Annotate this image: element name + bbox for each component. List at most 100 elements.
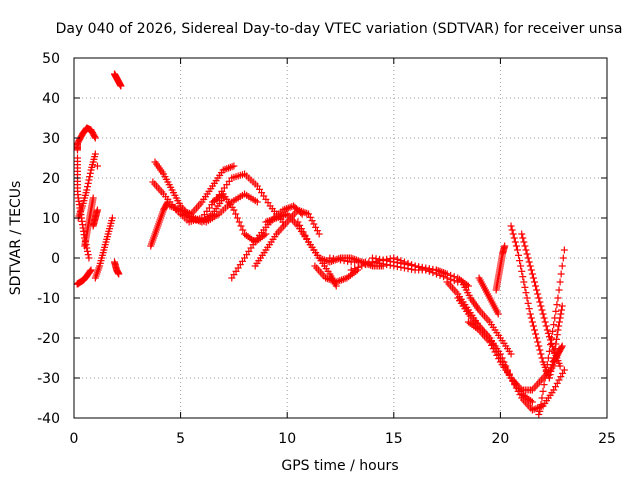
data-point (464, 282, 472, 290)
data-point (537, 350, 545, 358)
plot-frame (73, 57, 608, 419)
data-point (507, 222, 515, 230)
data-point (550, 321, 558, 329)
data-point (91, 150, 99, 158)
data-point (529, 274, 537, 282)
data-point (230, 206, 238, 214)
data-point (418, 265, 426, 273)
data-point (536, 298, 544, 306)
data-point (376, 255, 384, 263)
data-point (340, 257, 348, 265)
y-tick-label: 0 (51, 251, 60, 267)
data-point (520, 238, 528, 246)
data-point (411, 262, 419, 270)
data-point (544, 329, 552, 337)
data-point (525, 305, 533, 313)
data-point (86, 267, 94, 275)
y-tick-label: 10 (42, 211, 60, 227)
data-point (528, 318, 536, 326)
data-point (525, 258, 533, 266)
data-point (552, 307, 560, 315)
data-point (534, 338, 542, 346)
x-tick-labels: 0 5 10 15 20 25 (70, 431, 616, 447)
data-point (85, 176, 93, 184)
data-point (547, 341, 555, 349)
data-point (556, 362, 564, 370)
data-point (517, 262, 525, 270)
data-point (508, 226, 516, 234)
data-point (310, 220, 318, 228)
data-point (422, 266, 430, 274)
data-point (533, 334, 541, 342)
data-point (519, 234, 527, 242)
data-point (312, 223, 320, 231)
data-point (84, 251, 92, 259)
data-point (520, 278, 528, 286)
data-point (344, 257, 352, 265)
data-point (518, 267, 526, 275)
data-point (556, 278, 564, 286)
data-point (553, 301, 561, 309)
data-point (557, 270, 565, 278)
data-point (115, 270, 123, 278)
data-point (555, 376, 563, 384)
data-point (533, 286, 541, 294)
data-point (549, 327, 557, 335)
axis-ticks (73, 57, 608, 419)
data-point (117, 82, 125, 90)
data-point (329, 255, 337, 263)
data-point (521, 242, 529, 250)
data-point (84, 179, 92, 187)
data-point (547, 367, 555, 375)
data-point (529, 322, 537, 330)
data-point (548, 334, 556, 342)
data-point (230, 162, 238, 170)
data-point (333, 255, 341, 263)
x-axis-label: GPS time / hours (281, 458, 398, 474)
data-point (553, 331, 561, 339)
data-point (296, 221, 304, 229)
data-point (306, 213, 314, 221)
data-point (532, 282, 540, 290)
data-point (524, 299, 532, 307)
y-tick-label: 40 (42, 91, 60, 107)
data-point (558, 262, 566, 270)
data-point (440, 273, 448, 281)
data-point (559, 369, 567, 377)
data-point (539, 387, 547, 395)
data-point (538, 354, 546, 362)
data-point (521, 283, 529, 291)
data-point (541, 318, 549, 326)
y-tick-labels: -40 -30 -20 -10 0 10 20 30 40 50 (37, 51, 60, 427)
data-point (532, 330, 540, 338)
data-point (553, 335, 561, 343)
data-point (558, 343, 566, 351)
data-point (515, 251, 523, 259)
data-point (84, 247, 92, 255)
data-point (522, 289, 530, 297)
data-point (237, 222, 245, 230)
data-point (527, 266, 535, 274)
data-point (560, 246, 568, 254)
x-tick-label: 15 (385, 431, 403, 447)
y-axis-label: SDTVAR / TECUs (8, 181, 24, 296)
x-tick-label: 20 (491, 431, 509, 447)
data-point (383, 257, 391, 265)
data-point (400, 260, 408, 268)
data-point (522, 246, 530, 254)
data-point (93, 206, 101, 214)
data-point (560, 366, 568, 374)
data-point (523, 250, 531, 258)
data-point (543, 326, 551, 334)
data-point (554, 326, 562, 334)
data-point (408, 261, 416, 269)
data-point (512, 242, 520, 250)
data-point (557, 310, 565, 318)
data-point (535, 294, 543, 302)
data-point (559, 254, 567, 262)
data-point (539, 310, 547, 318)
y-tick-label: 30 (42, 131, 60, 147)
data-point (537, 302, 545, 310)
data-point (89, 194, 97, 202)
